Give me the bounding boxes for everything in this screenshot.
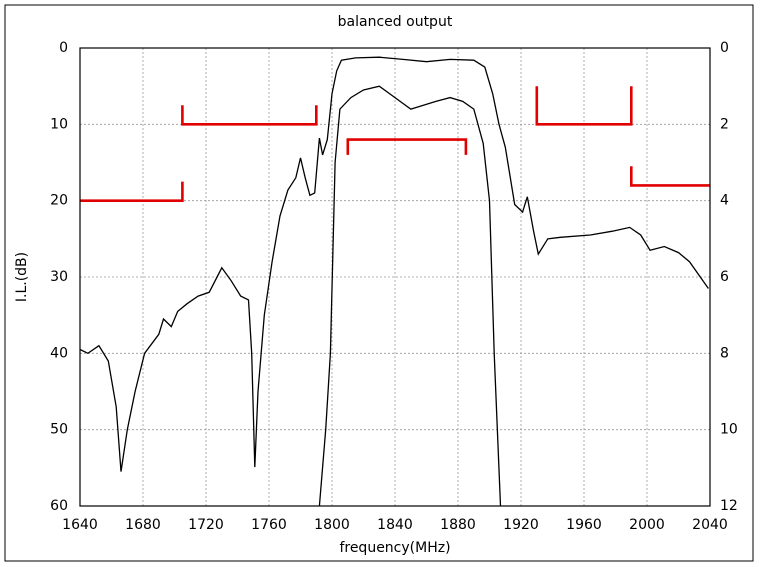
x-tick-label: 1680 <box>125 517 161 533</box>
x-tick-label: 2000 <box>629 517 665 533</box>
y2-tick-label: 2 <box>720 116 729 132</box>
x-tick-label: 1800 <box>314 517 350 533</box>
y-tick-label: 10 <box>50 116 68 132</box>
x-tick-label: 2040 <box>692 517 728 533</box>
x-tick-label: 1760 <box>251 517 287 533</box>
data-line <box>630 166 710 187</box>
x-tick-label: 1640 <box>62 517 98 533</box>
outer-frame <box>4 4 754 562</box>
y2-tick-label: 8 <box>720 345 729 361</box>
y2-tick-label: 6 <box>720 269 729 285</box>
y-axis-label: I.L.(dB) <box>14 252 30 302</box>
y2-tick-label: 10 <box>720 422 738 438</box>
x-tick-label: 1880 <box>440 517 476 533</box>
plot-frame <box>79 47 711 507</box>
y2-tick-label: 4 <box>720 193 729 209</box>
y2-tick-label: 12 <box>720 498 738 514</box>
data-line <box>535 86 633 126</box>
y-tick-label: 50 <box>50 422 68 438</box>
y-tick-label: 0 <box>59 40 68 56</box>
chart-title: balanced output <box>338 14 453 30</box>
y2-tick-label: 0 <box>720 40 729 56</box>
x-tick-label: 1960 <box>566 517 602 533</box>
y-tick-label: 40 <box>50 345 68 361</box>
y-tick-label: 60 <box>50 498 68 514</box>
data-line <box>346 138 468 155</box>
y-tick-label: 30 <box>50 269 68 285</box>
data-line <box>318 85 502 506</box>
plot-lines <box>80 48 710 506</box>
x-tick-label: 1920 <box>503 517 539 533</box>
x-tick-label: 1840 <box>377 517 413 533</box>
x-axis-label: frequency(MHz) <box>339 540 450 556</box>
x-tick-label: 1720 <box>188 517 224 533</box>
data-line <box>181 105 318 126</box>
y-tick-label: 20 <box>50 193 68 209</box>
data-line <box>80 56 709 472</box>
data-line <box>80 181 184 202</box>
